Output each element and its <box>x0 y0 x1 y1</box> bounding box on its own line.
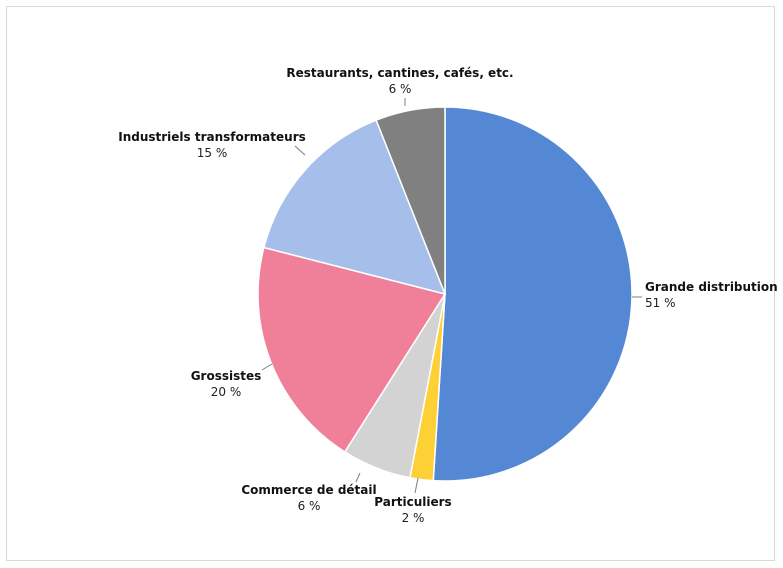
pie-slice-grande-distribution <box>432 106 633 482</box>
slice-label-grossistes: Grossistes <box>191 369 262 383</box>
slice-value-grande-distribution: 51 % <box>645 296 676 310</box>
leader-line-commerce-de-detail <box>355 472 361 483</box>
pie-slice-industriels-transformateurs <box>262 119 447 296</box>
slice-value-restaurants-cantines-cafes-etc: 6 % <box>389 82 412 96</box>
slice-label-industriels-transformateurs: Industriels transformateurs <box>118 130 306 144</box>
leader-line-industriels-transformateurs <box>294 145 306 156</box>
slice-label-grande-distribution: Grande distribution <box>645 280 778 294</box>
leader-line-particuliers <box>414 477 419 494</box>
slice-value-industriels-transformateurs: 15 % <box>197 146 228 160</box>
slice-label-commerce-de-detail: Commerce de détail <box>241 483 376 497</box>
pie-slice-restaurants-cantines-cafes-etc <box>375 106 446 295</box>
leader-line-grossistes <box>261 363 273 371</box>
slice-value-grossistes: 20 % <box>211 385 242 399</box>
slice-label-restaurants-cantines-cafes-etc: Restaurants, cantines, cafés, etc. <box>286 66 513 80</box>
slice-label-particuliers: Particuliers <box>374 495 451 509</box>
slice-value-commerce-de-detail: 6 % <box>298 499 321 513</box>
pie-slice-grossistes <box>257 246 447 453</box>
slice-labels: Grande distribution 51 % Particuliers 2 % Co… <box>118 66 777 525</box>
leader-lines <box>261 98 642 494</box>
pie-slices <box>257 106 633 482</box>
slice-value-particuliers: 2 % <box>402 511 425 525</box>
